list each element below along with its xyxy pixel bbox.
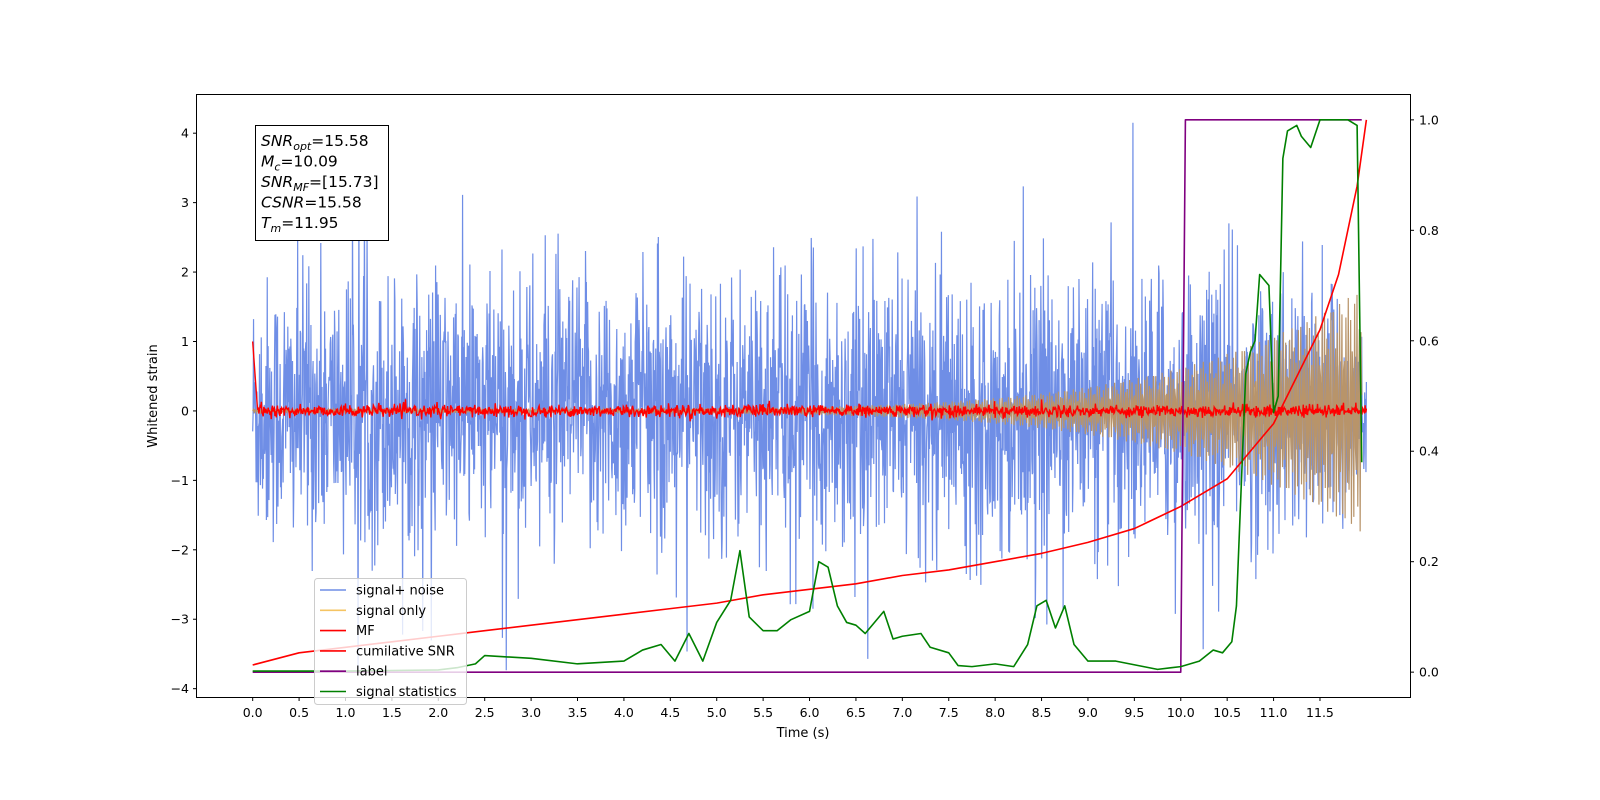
x-tick-label: 5.5	[753, 705, 773, 720]
left-y-tick-label: 1	[181, 334, 189, 349]
stats-line: CSNR=15.58	[261, 194, 362, 212]
legend-entry: signal statistics	[356, 685, 457, 700]
x-tick-label: 8.5	[1032, 705, 1052, 720]
right-y-tick-label: 0.0	[1419, 665, 1439, 680]
x-tick-label: 1.0	[336, 705, 356, 720]
stats-value: =15.58	[304, 194, 361, 212]
x-tick-label: 8.0	[985, 705, 1005, 720]
x-axis-label: Time (s)	[776, 726, 830, 741]
x-tick-label: 9.0	[1078, 705, 1098, 720]
stats-symbol: SNR	[261, 173, 293, 191]
left-y-tick-label: 0	[181, 403, 189, 418]
stats-subscript: m	[270, 222, 281, 235]
stats-value: =11.95	[281, 214, 338, 232]
right-y-tick-label: 0.6	[1419, 333, 1439, 348]
legend: signal+ noise signal only MF cumilative SNR…	[314, 578, 467, 705]
x-tick-label: 3.0	[521, 705, 541, 720]
stats-line: Mc=10.09	[261, 153, 338, 174]
stats-value: =10.09	[280, 153, 337, 171]
left-y-tick-label: −4	[171, 681, 189, 696]
x-tick-label: 1.5	[382, 705, 402, 720]
x-tick-label: 10.0	[1167, 705, 1195, 720]
x-tick-label: 2.5	[475, 705, 495, 720]
x-tick-label: 6.5	[846, 705, 866, 720]
series-mf	[251, 341, 1368, 422]
right-y-tick-label: 1.0	[1419, 112, 1439, 127]
left-y-tick-label: 2	[181, 265, 189, 280]
legend-frame	[314, 578, 467, 705]
stats-line: SNRopt=15.58	[261, 132, 369, 153]
stats-symbol: T	[261, 214, 272, 232]
stats-symbol: M	[261, 153, 274, 171]
right-y-tick-label: 0.2	[1419, 554, 1439, 569]
x-tick-label: 7.5	[939, 705, 959, 720]
legend-entry: MF	[356, 624, 375, 639]
legend-entry: label	[356, 665, 387, 680]
x-tick-label: 5.0	[707, 705, 727, 720]
right-y-tick-label: 0.4	[1419, 444, 1439, 459]
x-tick-label: 4.5	[660, 705, 680, 720]
stats-value: =15.58	[311, 132, 368, 150]
y-axis-label: Whitened strain	[146, 344, 161, 447]
stats-symbol: CSNR	[261, 194, 304, 212]
x-tick-label: 0.5	[289, 705, 309, 720]
right-y-tick-label: 0.8	[1419, 223, 1439, 238]
x-tick-label: 4.0	[614, 705, 634, 720]
x-tick-label: 7.0	[892, 705, 912, 720]
x-tick-label: 11.0	[1260, 705, 1288, 720]
stats-subscript: c	[274, 161, 280, 174]
stats-symbol: SNR	[261, 132, 293, 150]
series-layer	[251, 119, 1368, 673]
series-label	[252, 119, 1362, 673]
stats-annotation-box: SNRopt=15.58Mc=10.09SNRMF=[15.73]CSNR=15…	[255, 125, 389, 241]
left-y-tick-label: −1	[171, 473, 189, 488]
stats-value: =[15.73]	[309, 173, 378, 191]
left-y-tick-label: 3	[181, 195, 189, 210]
legend-entry: signal only	[356, 604, 426, 619]
left-y-tick-label: −3	[171, 612, 189, 627]
x-tick-label: 11.5	[1306, 705, 1334, 720]
series-signal-statistics	[252, 119, 1363, 672]
left-y-tick-label: −2	[171, 542, 189, 557]
stats-subscript: MF	[293, 181, 309, 194]
x-tick-label: 0.0	[243, 705, 263, 720]
left-y-axis-ticks: −4 −3 −2 −1 0 1 2 3 4	[171, 126, 197, 696]
legend-entry: signal+ noise	[356, 584, 444, 599]
x-tick-label: 2.0	[428, 705, 448, 720]
x-tick-label: 9.5	[1124, 705, 1144, 720]
x-axis-ticks: 0.0 0.5 1.0 1.5 2.0 2.5 3.0 3.5 4.0 4.5 5.0 5.5 6.0 6…	[243, 697, 1334, 720]
stats-box-frame	[255, 125, 389, 241]
x-tick-label: 3.5	[568, 705, 588, 720]
x-tick-label: 10.5	[1213, 705, 1241, 720]
stats-line: SNRMF=[15.73]	[261, 173, 379, 194]
stats-line: Tm=11.95	[261, 214, 339, 235]
legend-entry: cumilative SNR	[356, 644, 455, 659]
stats-subscript: opt	[293, 140, 312, 153]
right-y-axis-ticks: 0.0 0.2 0.4 0.6 0.8 1.0	[1410, 112, 1439, 680]
left-y-tick-label: 4	[181, 126, 189, 141]
x-tick-label: 6.0	[800, 705, 820, 720]
